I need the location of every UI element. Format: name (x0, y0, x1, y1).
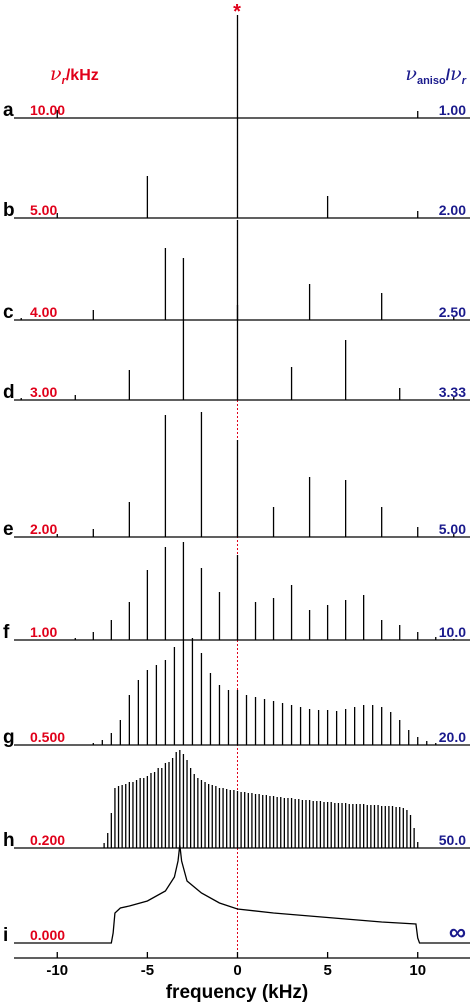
panel-letter: h (3, 830, 15, 851)
x-tick-label: -10 (46, 962, 68, 979)
ratio-label: ∞ (449, 919, 466, 946)
nu-r-label: 10.00 (30, 102, 65, 118)
panel-letter: g (3, 727, 15, 748)
panel-letter: f (3, 622, 10, 643)
header-sep: / (446, 67, 451, 84)
ratio-label: 3.33 (439, 384, 466, 400)
header-unit: /kHz (66, 67, 99, 84)
panel-letter: b (3, 200, 15, 221)
nu-r-label: 0.500 (30, 729, 65, 745)
ratio-header: νaniso/νr (405, 63, 466, 87)
header-symbol: ν (405, 63, 417, 85)
ratio-label: 10.0 (439, 624, 466, 640)
ratio-label: 5.00 (439, 521, 466, 537)
annotation: * (233, 1, 241, 23)
x-axis-label: frequency (kHz) (166, 982, 309, 1003)
nu-r-label: 2.00 (30, 521, 57, 537)
header-sub: aniso (417, 75, 446, 87)
nu-header: νr/kHz (50, 63, 99, 87)
panel-letter: c (3, 302, 14, 323)
spectrum-line (14, 844, 470, 944)
nu-r-label: 0.200 (30, 832, 65, 848)
x-tick-label: 0 (233, 962, 241, 979)
ratio-label: 1.00 (439, 102, 466, 118)
nu-r-label: 3.00 (30, 384, 57, 400)
panel-letter: d (3, 382, 15, 403)
nu-r-label: 4.00 (30, 304, 57, 320)
nu-r-label: 0.000 (30, 927, 65, 943)
ratio-label: 2.50 (439, 304, 466, 320)
x-tick-label: -5 (141, 962, 154, 979)
header-sub: r (62, 75, 67, 87)
ratio-label: 20.0 (439, 729, 466, 745)
header-symbol: ν (50, 63, 62, 85)
panel-letter: a (3, 100, 14, 121)
ratio-label: 2.00 (439, 202, 466, 218)
x-tick-label: 10 (409, 962, 426, 979)
panel-letter: i (3, 925, 8, 946)
nu-r-label: 5.00 (30, 202, 57, 218)
ratio-label: 50.0 (439, 832, 466, 848)
panel-letter: e (3, 519, 14, 540)
header-sub: r (462, 75, 467, 87)
x-tick-label: 5 (323, 962, 331, 979)
header-symbol: ν (450, 63, 462, 85)
nu-r-label: 1.00 (30, 624, 57, 640)
